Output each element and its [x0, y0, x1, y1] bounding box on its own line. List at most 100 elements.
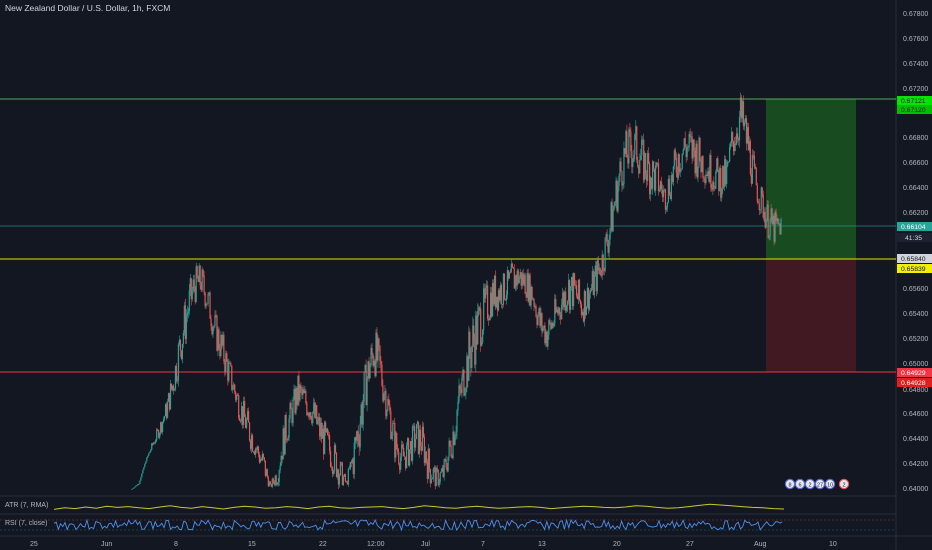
loss-zone[interactable]	[766, 259, 856, 372]
candle-body	[494, 275, 497, 308]
price-tick: 0.66600	[903, 160, 928, 167]
candle-body	[231, 365, 233, 390]
candle-body	[463, 369, 465, 396]
candle-body	[722, 165, 724, 190]
svg-text:0.64929: 0.64929	[901, 370, 926, 377]
candle-body	[630, 131, 632, 152]
profit-zone[interactable]	[766, 99, 856, 259]
candle-body	[422, 426, 425, 438]
candle-body	[387, 399, 389, 411]
candle-body	[539, 308, 541, 326]
candle-body	[242, 406, 244, 425]
candle-body	[600, 274, 602, 276]
candle-body	[744, 118, 747, 123]
candle-body	[221, 334, 223, 346]
candle-body	[351, 459, 353, 463]
time-axis[interactable]: 25 Jun 8 15 22 12:00 Jul 7 13 20 27 Aug …	[30, 541, 837, 548]
candle-body	[424, 451, 426, 464]
candle-body	[712, 181, 714, 190]
time-tick: 13	[538, 541, 546, 548]
candle-body	[395, 432, 397, 458]
economic-events[interactable]: 8 6 2 27 10 2	[784, 478, 850, 490]
candle-body	[365, 365, 367, 406]
candle-body	[563, 292, 565, 308]
event-badge-count: 2	[808, 482, 811, 488]
event-badge[interactable]: 2	[838, 478, 850, 490]
candle-body	[321, 422, 323, 439]
candle-body	[183, 305, 185, 333]
candle-body	[394, 422, 396, 458]
event-badge[interactable]: 10	[824, 478, 836, 490]
candle-body	[549, 320, 551, 323]
svg-text:0.67121: 0.67121	[901, 98, 926, 105]
candle-body	[521, 273, 523, 286]
candle-body	[281, 455, 283, 460]
candle-body	[176, 380, 179, 382]
candle-body	[309, 412, 311, 417]
candle-body	[694, 150, 696, 174]
candle-body	[393, 422, 395, 424]
candle-body	[682, 149, 684, 154]
candle-body	[219, 348, 221, 356]
candle-body	[277, 481, 279, 485]
candle-body	[388, 399, 390, 405]
candle-body	[253, 451, 256, 455]
event-badge[interactable]: 2	[804, 478, 816, 490]
candle-body	[302, 389, 304, 395]
candle-body	[710, 155, 712, 188]
candle-body	[390, 410, 392, 439]
candle-body	[660, 181, 663, 190]
candle-body	[223, 334, 225, 362]
candle-body	[695, 143, 697, 174]
candle-body	[427, 448, 429, 479]
candle-body	[711, 187, 713, 190]
candle-body	[514, 275, 516, 289]
candle-body	[612, 209, 614, 232]
candle-body	[154, 442, 156, 444]
candle-body	[526, 273, 528, 298]
candle-body	[301, 388, 303, 395]
candle-body	[610, 202, 612, 229]
candle-body	[244, 401, 246, 417]
event-badge[interactable]: 6	[794, 478, 806, 490]
candle-body	[553, 323, 555, 327]
candle-body	[459, 385, 461, 390]
event-badge[interactable]: 8	[784, 478, 796, 490]
candle-body	[288, 418, 290, 438]
atr-indicator-label[interactable]: ATR (7, RMA)	[5, 502, 48, 509]
rsi-indicator-label[interactable]: RSI (7, close)	[5, 520, 47, 527]
event-badge-count: 8	[788, 482, 791, 488]
candle-body	[389, 404, 391, 411]
candle-body	[323, 428, 325, 455]
price-axis[interactable]: 0.67800 0.67600 0.67400 0.67200 0.66800 …	[903, 11, 928, 493]
candle-body	[488, 317, 491, 321]
candle-body	[480, 308, 482, 346]
candle-body	[360, 404, 362, 424]
candle-body	[540, 313, 542, 326]
event-badge[interactable]: 27	[814, 478, 826, 490]
candle-body	[516, 270, 518, 286]
candle-body	[195, 266, 197, 302]
candle-body	[657, 163, 660, 192]
candle-body	[670, 175, 672, 200]
candle-body	[541, 313, 543, 332]
candle-body	[156, 429, 158, 441]
candle-body	[354, 437, 356, 443]
candle-body	[310, 412, 312, 420]
price-tick: 0.65200	[903, 336, 928, 343]
candle-body	[583, 290, 586, 322]
candle-body	[153, 442, 155, 445]
candle-body	[753, 155, 755, 167]
candle-body	[713, 181, 715, 187]
candle-body	[687, 146, 689, 148]
candle-body	[631, 151, 633, 168]
candle-body	[233, 384, 235, 390]
candle-body	[269, 481, 271, 485]
candle-body	[705, 174, 707, 184]
candle-body	[584, 290, 587, 316]
candle-body	[611, 202, 613, 232]
candle-body	[133, 487, 135, 489]
candle-body	[518, 276, 520, 284]
